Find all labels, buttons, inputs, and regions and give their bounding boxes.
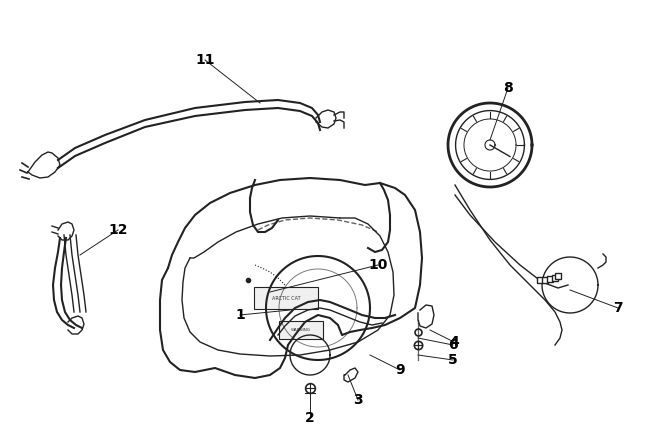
- FancyBboxPatch shape: [254, 287, 318, 309]
- Text: 1: 1: [235, 308, 245, 322]
- Text: ARCTIC CAT: ARCTIC CAT: [272, 297, 300, 301]
- Text: WARNING: WARNING: [291, 328, 311, 332]
- Text: 4: 4: [449, 335, 459, 349]
- Text: 10: 10: [369, 258, 387, 272]
- Text: 2: 2: [305, 411, 315, 425]
- Text: 5: 5: [448, 353, 458, 367]
- Text: 8: 8: [503, 81, 513, 95]
- Text: 12: 12: [109, 223, 128, 237]
- Text: 9: 9: [395, 363, 405, 377]
- Text: 11: 11: [195, 53, 215, 67]
- Text: 7: 7: [613, 301, 623, 315]
- FancyBboxPatch shape: [279, 321, 323, 339]
- Text: 3: 3: [353, 393, 363, 407]
- Text: 6: 6: [448, 338, 458, 352]
